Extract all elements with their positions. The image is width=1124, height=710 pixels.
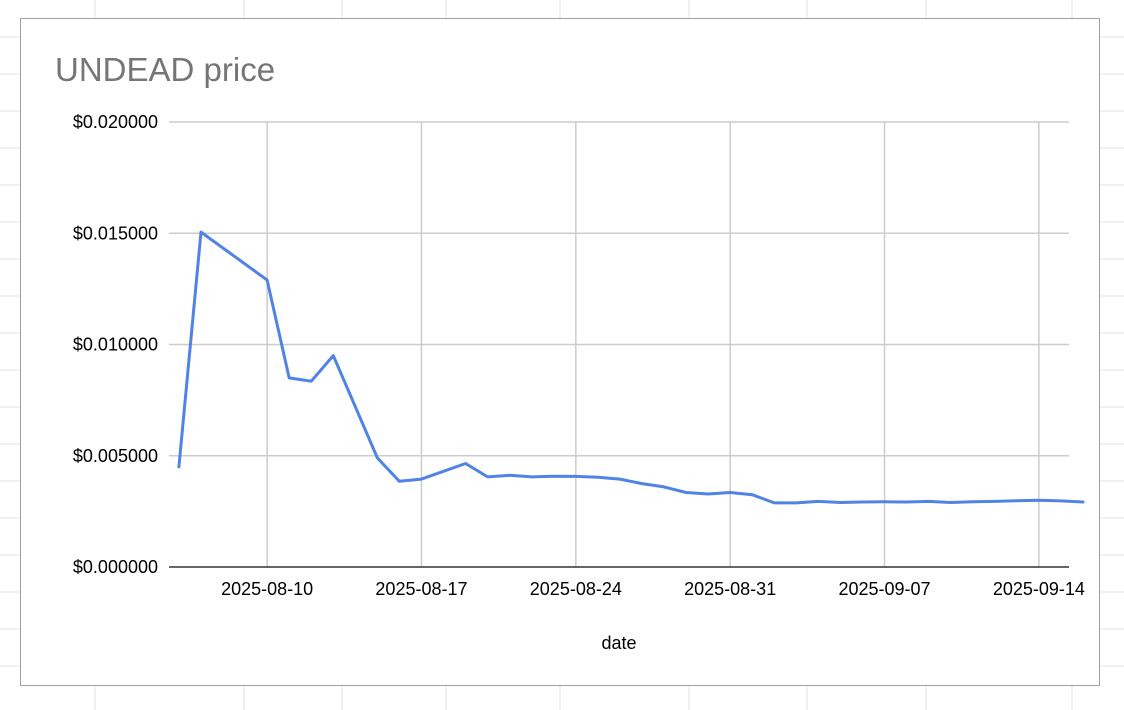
chart-card[interactable]: UNDEAD price 2025-08-10 2025-08-17 2025-08… (20, 18, 1100, 686)
y-tick-label: $0.010000 (73, 335, 158, 355)
line-chart: 2025-08-10 2025-08-17 2025-08-24 2025-08-31… (73, 112, 1085, 653)
y-tick-label: $0.015000 (73, 223, 158, 243)
y-tick-label: $0.000000 (73, 557, 158, 577)
y-tick-label: $0.005000 (73, 446, 158, 466)
x-tick-label: 2025-08-10 (221, 579, 313, 599)
chart-title: UNDEAD price (55, 51, 276, 88)
y-tick-label: $0.020000 (73, 112, 158, 132)
x-tick-label: 2025-08-17 (375, 579, 467, 599)
x-tick-label: 2025-09-14 (993, 579, 1085, 599)
x-tick-label: 2025-09-07 (838, 579, 930, 599)
x-tick-label: 2025-08-24 (530, 579, 622, 599)
price-series-line (177, 230, 1085, 505)
x-tick-label: 2025-08-31 (684, 579, 776, 599)
x-axis-title: date (601, 633, 636, 653)
